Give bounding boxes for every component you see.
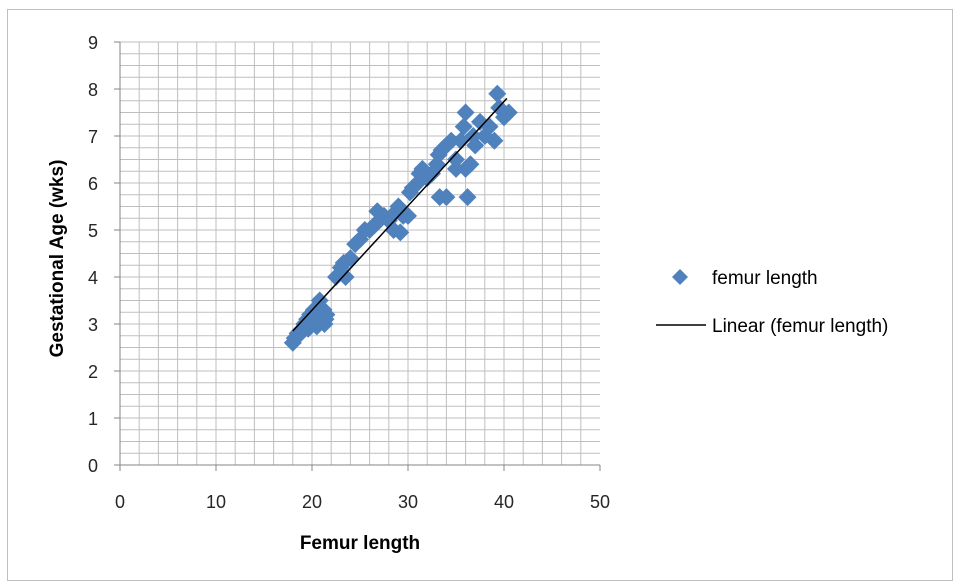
y-tick-label: 7 [88, 127, 98, 147]
data-point [391, 223, 410, 242]
data-point [447, 159, 465, 178]
x-tick-label: 0 [115, 492, 125, 512]
x-tick-label: 30 [398, 492, 418, 512]
y-tick-label: 0 [88, 456, 98, 476]
x-tick-label: 10 [206, 492, 226, 512]
data-point [454, 117, 473, 136]
y-tick-label: 4 [88, 268, 98, 288]
x-tick-label: 40 [494, 492, 514, 512]
legend-label-femur-length: femur length [712, 268, 818, 289]
chart-frame [7, 9, 953, 581]
y-axis-title: Gestational Age (wks) [47, 160, 68, 358]
data-point [447, 150, 465, 169]
data-point [458, 188, 477, 207]
x-tick-label: 20 [302, 492, 322, 512]
data-point [316, 310, 335, 329]
y-tick-label: 3 [88, 315, 98, 335]
data-point [466, 136, 485, 155]
data-point [461, 155, 480, 174]
legend-label-trendline: Linear (femur length) [712, 316, 888, 337]
y-tick-label: 8 [88, 80, 98, 100]
y-tick-label: 6 [88, 174, 98, 194]
data-point [499, 103, 518, 122]
y-tick-label: 1 [88, 409, 98, 429]
data-point [456, 103, 475, 122]
data-point [437, 188, 456, 207]
y-tick-label: 5 [88, 221, 98, 241]
data-point [488, 84, 507, 103]
x-tick-label: 50 [590, 492, 610, 512]
x-axis-title: Femur length [300, 533, 420, 554]
y-tick-label: 9 [88, 33, 98, 53]
y-tick-label: 2 [88, 362, 98, 382]
data-point [442, 131, 461, 150]
data-point [485, 131, 504, 150]
legend-marker-femur-length [672, 269, 688, 285]
trendline [292, 97, 508, 332]
